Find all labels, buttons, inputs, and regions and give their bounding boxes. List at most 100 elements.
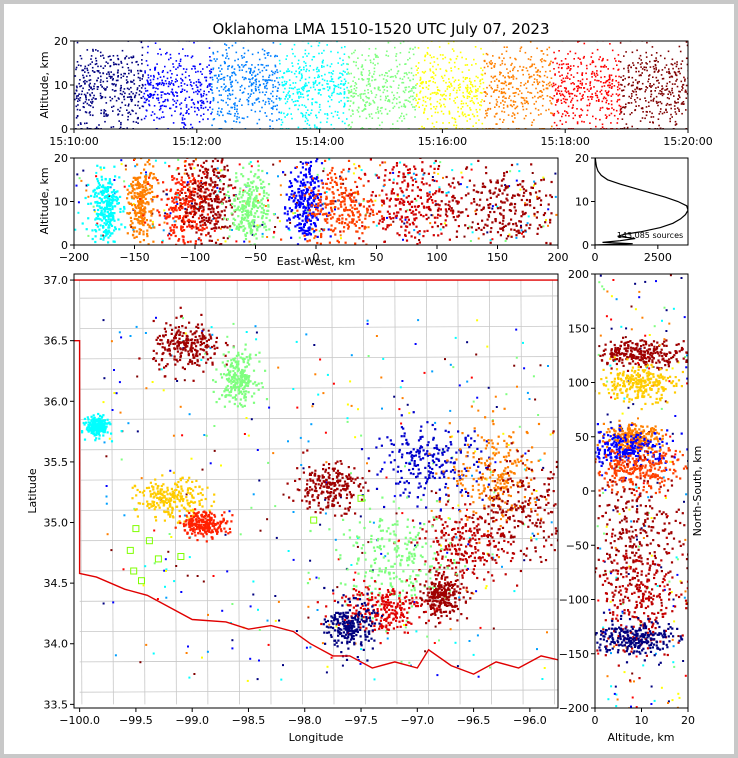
source-point bbox=[404, 89, 407, 91]
source-point bbox=[595, 94, 597, 97]
source-point bbox=[292, 82, 294, 84]
source-point bbox=[100, 200, 103, 203]
source-point bbox=[223, 214, 226, 217]
source-point bbox=[102, 80, 105, 83]
source-point bbox=[139, 176, 142, 179]
source-point bbox=[367, 89, 369, 91]
source-point bbox=[96, 70, 99, 72]
source-point bbox=[528, 77, 531, 79]
source-point bbox=[555, 213, 558, 216]
source-point bbox=[412, 86, 414, 88]
source-point bbox=[225, 44, 228, 46]
source-point bbox=[148, 100, 150, 102]
source-point bbox=[546, 54, 549, 56]
source-point bbox=[312, 69, 315, 71]
source-point bbox=[355, 199, 358, 202]
source-point bbox=[398, 84, 400, 87]
source-point bbox=[246, 116, 249, 118]
source-point bbox=[617, 118, 619, 120]
source-point bbox=[441, 77, 444, 79]
source-point bbox=[258, 58, 261, 61]
source-point bbox=[405, 113, 408, 116]
source-point bbox=[547, 208, 550, 211]
source-point bbox=[544, 70, 547, 73]
source-point bbox=[258, 224, 262, 227]
source-point bbox=[205, 97, 208, 100]
source-point bbox=[98, 197, 101, 200]
source-point bbox=[640, 59, 642, 61]
source-point bbox=[373, 67, 376, 70]
source-point bbox=[384, 81, 387, 84]
source-point bbox=[75, 68, 77, 71]
source-point bbox=[263, 194, 266, 197]
source-point bbox=[321, 60, 324, 63]
source-point bbox=[197, 180, 200, 183]
source-point bbox=[107, 229, 110, 232]
source-point bbox=[243, 52, 246, 55]
source-point bbox=[231, 229, 233, 231]
source-point bbox=[443, 93, 445, 96]
source-point bbox=[581, 84, 583, 86]
source-point bbox=[342, 84, 345, 86]
source-point bbox=[490, 60, 492, 62]
source-point bbox=[276, 55, 278, 57]
source-point bbox=[307, 113, 310, 116]
source-point bbox=[668, 104, 671, 106]
source-point bbox=[673, 105, 676, 107]
source-point bbox=[346, 63, 348, 65]
source-point bbox=[286, 213, 289, 216]
source-point bbox=[337, 83, 340, 86]
source-point bbox=[392, 107, 394, 109]
source-point bbox=[533, 63, 536, 66]
source-point bbox=[605, 97, 607, 100]
source-point bbox=[448, 61, 451, 64]
source-point bbox=[576, 89, 579, 92]
source-point bbox=[150, 75, 152, 77]
source-point bbox=[172, 66, 175, 68]
source-point bbox=[262, 204, 265, 207]
source-point bbox=[390, 68, 392, 71]
source-point bbox=[653, 68, 655, 70]
source-point bbox=[176, 247, 178, 249]
source-point bbox=[399, 42, 402, 45]
source-point bbox=[193, 103, 196, 106]
source-point bbox=[205, 219, 208, 222]
source-point bbox=[116, 196, 119, 199]
source-point bbox=[485, 112, 487, 115]
source-point bbox=[182, 215, 185, 218]
source-point bbox=[304, 186, 307, 188]
source-point bbox=[183, 83, 186, 85]
source-point bbox=[536, 195, 538, 198]
source-point bbox=[508, 95, 511, 97]
source-point bbox=[311, 58, 313, 61]
source-point bbox=[306, 245, 308, 247]
source-point bbox=[291, 48, 293, 51]
source-point bbox=[96, 86, 99, 88]
source-point bbox=[318, 230, 321, 233]
source-point bbox=[186, 240, 190, 244]
source-point bbox=[581, 109, 584, 112]
source-point bbox=[247, 248, 249, 250]
source-point bbox=[174, 220, 177, 223]
source-point bbox=[550, 102, 552, 104]
source-point bbox=[152, 240, 155, 243]
source-point bbox=[476, 95, 478, 97]
source-point bbox=[520, 229, 523, 232]
source-point bbox=[204, 106, 207, 109]
source-point bbox=[528, 76, 531, 78]
source-point bbox=[377, 117, 380, 119]
source-point bbox=[208, 239, 211, 242]
source-point bbox=[127, 112, 129, 114]
source-point bbox=[651, 112, 653, 115]
source-point bbox=[91, 92, 93, 94]
source-point bbox=[215, 197, 218, 200]
source-point bbox=[623, 106, 625, 108]
source-point bbox=[97, 185, 100, 188]
source-point bbox=[313, 237, 316, 240]
source-point bbox=[186, 90, 188, 93]
source-point bbox=[473, 102, 475, 105]
source-point bbox=[111, 215, 114, 218]
source-point bbox=[520, 92, 523, 95]
source-point bbox=[221, 188, 224, 191]
source-point bbox=[273, 80, 276, 82]
